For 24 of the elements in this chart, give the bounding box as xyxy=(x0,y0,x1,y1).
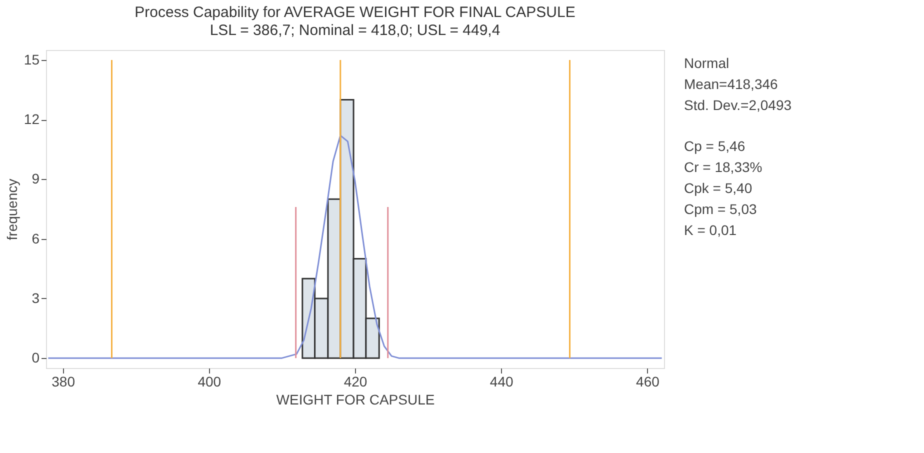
text: Cp = 5,46 xyxy=(684,138,746,154)
chart-title: Process Capability for AVERAGE WEIGHT FOR FINAL CAPSULE xyxy=(134,4,576,21)
y-tick-label: 9 xyxy=(32,170,40,187)
text: Cpm = 5,03 xyxy=(684,201,757,217)
text: Cpk = 5,40 xyxy=(684,180,752,196)
line-series xyxy=(47,134,663,359)
x-tick-label: 400 xyxy=(198,374,222,390)
y-tick-label: 3 xyxy=(32,290,40,306)
y-tick-label: 6 xyxy=(32,230,40,246)
text: K = 0,01 xyxy=(684,222,737,238)
chart-subtitle: LSL = 386,7; Nominal = 418,0; USL = 449,4 xyxy=(210,22,500,39)
text: Std. Dev.=2,0493 xyxy=(684,97,792,113)
y-tick-label: 15 xyxy=(24,51,40,68)
y-tick-label: 0 xyxy=(32,350,40,366)
text: Mean=418,346 xyxy=(684,76,778,92)
x-tick-label: 380 xyxy=(52,374,76,390)
text: Cr = 18,33% xyxy=(684,159,762,175)
x-axis-title: WEIGHT FOR CAPSULE xyxy=(276,392,435,408)
x-tick-label: 460 xyxy=(636,374,660,390)
x-tick-label: 420 xyxy=(344,374,368,390)
y-tick-label: 12 xyxy=(24,111,40,128)
x-tick-label: 440 xyxy=(490,374,514,390)
text: Normal xyxy=(684,55,730,71)
y-axis-title: frequency xyxy=(4,178,20,240)
